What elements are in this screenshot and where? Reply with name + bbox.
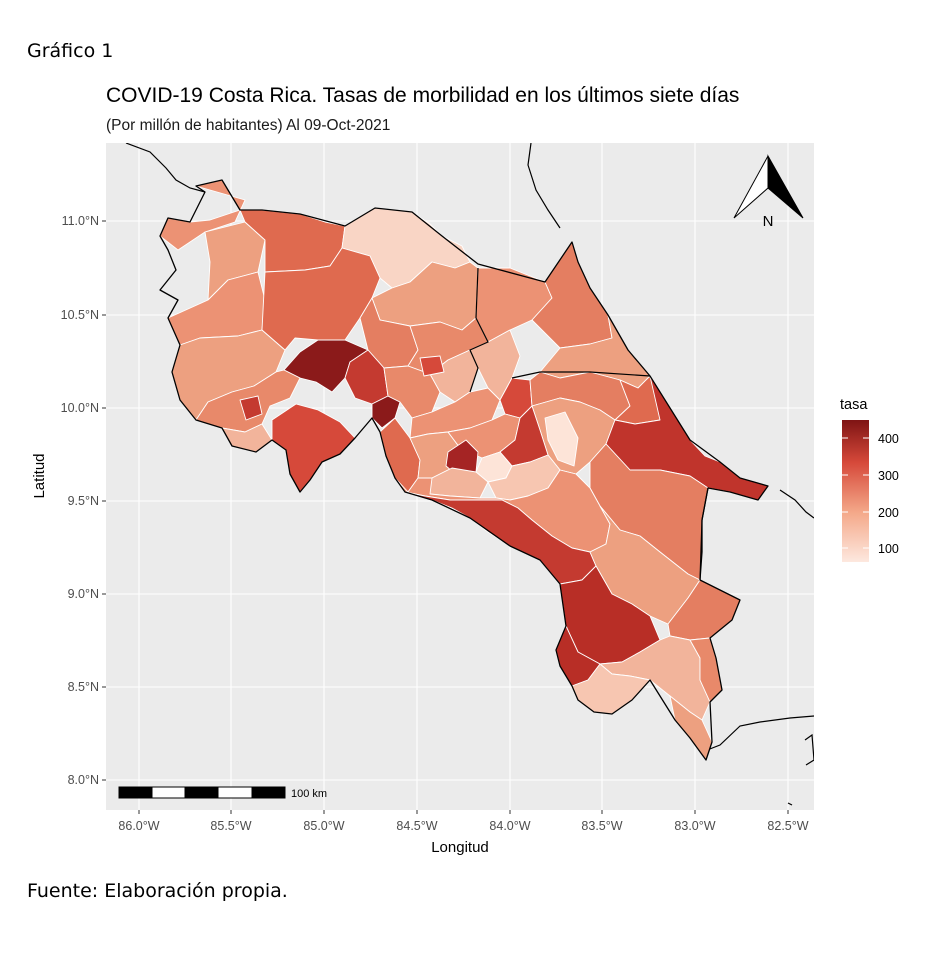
legend-tick-label: 100: [878, 542, 899, 556]
region-polygon: [239, 395, 263, 421]
north-arrow-label: N: [763, 213, 774, 230]
region-polygon: [544, 411, 579, 467]
map-subtitle: (Por millón de habitantes) Al 09-Oct-202…: [106, 117, 391, 134]
y-tick-label: 9.0°N: [68, 587, 99, 601]
scale-bar-label: 100 km: [291, 788, 327, 800]
legend-tick-label: 400: [878, 432, 899, 446]
north-arrow[interactable]: [733, 154, 804, 219]
y-tick-label: 8.5°N: [68, 680, 99, 694]
legend-title: tasa: [840, 397, 868, 413]
map-title: COVID-19 Costa Rica. Tasas de morbilidad…: [106, 84, 740, 107]
legend-tick-label: 300: [878, 469, 899, 483]
x-tick-label: 86.0°W: [118, 819, 159, 833]
legend-tick-label: 200: [878, 506, 899, 520]
x-tick-label: 84.5°W: [396, 819, 437, 833]
figure-label: Gráfico 1: [27, 40, 114, 62]
y-tick-label: 10.0°N: [61, 401, 99, 415]
region-polygon: [419, 355, 445, 377]
x-tick-label: 82.5°W: [767, 819, 808, 833]
x-tick-label: 84.0°W: [489, 819, 530, 833]
country-outline: [159, 179, 769, 761]
x-tick-label: 85.5°W: [210, 819, 251, 833]
y-tick-label: 8.0°N: [68, 773, 99, 787]
y-axis-title: Latitud: [31, 453, 48, 498]
x-axis-title: Longitud: [431, 839, 489, 856]
legend-colorbar: [842, 420, 869, 562]
x-tick-label: 83.0°W: [674, 819, 715, 833]
x-tick-label: 83.5°W: [581, 819, 622, 833]
legend-ticks: [842, 437, 869, 549]
source-note: Fuente: Elaboración propia.: [27, 880, 288, 902]
region-polygons: [159, 179, 769, 761]
region-polygon: [589, 505, 701, 625]
y-tick-label: 9.5°N: [68, 494, 99, 508]
scale-bar[interactable]: [118, 786, 286, 799]
y-axis: [102, 220, 106, 781]
neighbor-coastlines: [125, 143, 814, 806]
x-axis: [138, 810, 789, 814]
y-tick-label: 11.0°N: [62, 214, 99, 228]
x-tick-label: 85.0°W: [303, 819, 344, 833]
y-tick-label: 10.5°N: [61, 308, 99, 322]
